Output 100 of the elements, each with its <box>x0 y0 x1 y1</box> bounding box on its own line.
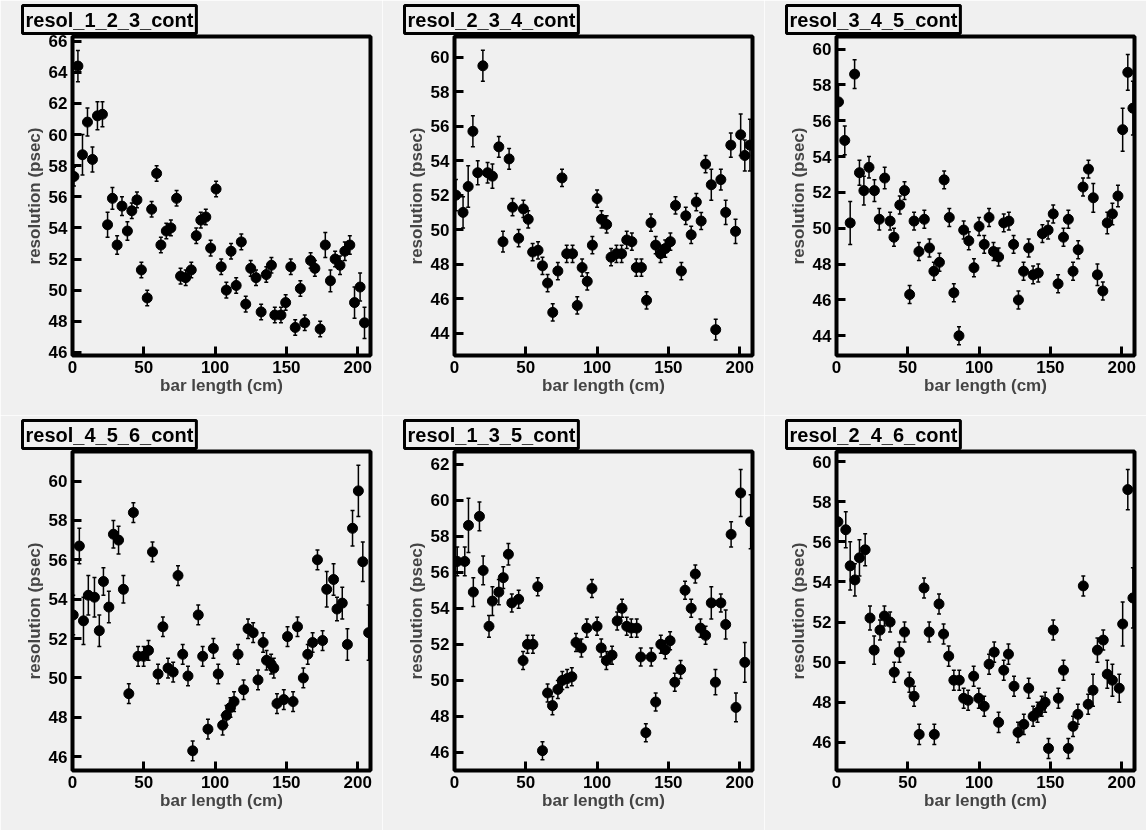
y-tick-label: 60 <box>812 40 832 60</box>
x-tick-label: 150 <box>654 357 683 377</box>
y-tick-label: 58 <box>812 75 832 95</box>
y-tick-label: 48 <box>812 255 832 275</box>
y-tick-label: 58 <box>430 527 450 547</box>
x-tick-label: 150 <box>654 772 683 792</box>
y-tick-label: 50 <box>48 281 68 301</box>
y-tick-label: 46 <box>430 743 450 763</box>
y-axis-title: resolution (psec) <box>788 127 808 265</box>
y-tick-label: 60 <box>430 48 450 68</box>
y-tick-label: 46 <box>48 343 68 363</box>
y-tick-label: 50 <box>48 668 68 688</box>
y-tick-label: 48 <box>430 707 450 727</box>
x-tick-label: 100 <box>582 357 612 377</box>
y-tick-label: 52 <box>812 183 832 203</box>
y-tick-label: 54 <box>812 572 833 592</box>
y-tick-label: 56 <box>48 550 68 570</box>
y-tick-label: 46 <box>430 289 450 309</box>
x-tick-label: 0 <box>831 357 842 377</box>
y-tick-label: 60 <box>812 452 832 472</box>
x-tick-label: 150 <box>1036 357 1065 377</box>
x-tick-label: 50 <box>898 357 918 377</box>
chart-title: resol_2_3_4_cont <box>407 8 576 31</box>
y-tick-label: 46 <box>812 733 832 753</box>
y-tick-label: 60 <box>430 491 450 511</box>
y-tick-label: 48 <box>812 693 832 713</box>
y-tick-label: 46 <box>48 747 68 767</box>
y-tick-label: 48 <box>48 708 68 728</box>
x-axis-title: bar length (cm) <box>924 375 1047 395</box>
y-tick-label: 54 <box>430 599 451 619</box>
y-tick-label: 60 <box>48 125 68 145</box>
y-tick-label: 48 <box>48 312 68 332</box>
y-tick-label: 44 <box>430 324 451 344</box>
x-tick-label: 200 <box>725 357 754 377</box>
y-tick-label: 46 <box>812 290 832 310</box>
x-tick-label: 200 <box>725 772 754 792</box>
x-axis-title: bar length (cm) <box>924 790 1047 810</box>
x-tick-label: 50 <box>134 772 154 792</box>
y-tick-label: 66 <box>48 32 68 52</box>
y-tick-label: 50 <box>812 219 832 239</box>
y-tick-label: 50 <box>430 671 450 691</box>
x-tick-label: 200 <box>343 357 372 377</box>
y-tick-label: 56 <box>812 532 832 552</box>
x-tick-label: 200 <box>1107 772 1136 792</box>
x-tick-label: 0 <box>449 357 460 377</box>
x-tick-label: 150 <box>272 772 301 792</box>
x-tick-label: 50 <box>516 772 536 792</box>
y-axis-title: resolution (psec) <box>24 542 44 680</box>
y-tick-label: 56 <box>430 563 450 583</box>
y-axis-title: resolution (psec) <box>406 542 426 680</box>
y-tick-label: 58 <box>48 156 68 176</box>
y-tick-label: 64 <box>48 63 69 83</box>
y-tick-label: 50 <box>430 220 450 240</box>
x-tick-label: 0 <box>67 772 78 792</box>
y-tick-label: 48 <box>430 255 450 275</box>
y-tick-label: 50 <box>812 653 832 673</box>
x-axis-title: bar length (cm) <box>542 375 665 395</box>
x-tick-label: 100 <box>200 772 230 792</box>
y-tick-label: 62 <box>430 455 450 475</box>
y-tick-label: 54 <box>812 147 833 167</box>
y-tick-label: 54 <box>48 218 69 238</box>
x-axis-title: bar length (cm) <box>160 375 283 395</box>
y-axis-title: resolution (psec) <box>24 127 44 265</box>
y-tick-label: 56 <box>430 117 450 137</box>
y-tick-label: 52 <box>812 613 832 633</box>
y-tick-label: 52 <box>48 250 68 270</box>
x-tick-label: 50 <box>516 357 536 377</box>
y-tick-label: 56 <box>48 187 68 207</box>
y-tick-label: 58 <box>48 511 68 531</box>
y-tick-label: 56 <box>812 111 832 131</box>
y-tick-label: 58 <box>430 82 450 102</box>
chart-title: resol_4_5_6_cont <box>25 423 194 446</box>
y-tick-label: 44 <box>812 326 833 346</box>
y-tick-label: 60 <box>48 472 68 492</box>
y-tick-label: 62 <box>48 94 68 114</box>
y-axis-title: resolution (psec) <box>406 127 426 265</box>
x-tick-label: 100 <box>964 772 994 792</box>
y-tick-label: 52 <box>430 186 450 206</box>
x-tick-label: 50 <box>898 772 918 792</box>
x-tick-label: 0 <box>831 772 842 792</box>
x-tick-label: 200 <box>1107 357 1136 377</box>
x-tick-label: 200 <box>343 772 372 792</box>
x-axis-title: bar length (cm) <box>542 790 665 810</box>
x-axis-title: bar length (cm) <box>160 790 283 810</box>
x-tick-label: 100 <box>964 357 994 377</box>
y-tick-label: 52 <box>48 629 68 649</box>
x-tick-label: 100 <box>582 772 612 792</box>
x-tick-label: 100 <box>200 357 230 377</box>
y-tick-label: 52 <box>430 635 450 655</box>
y-axis-title: resolution (psec) <box>788 542 808 680</box>
x-tick-label: 0 <box>67 357 78 377</box>
x-tick-label: 150 <box>272 357 301 377</box>
chart-title: resol_1_2_3_cont <box>25 8 194 31</box>
chart-title: resol_2_4_6_cont <box>789 423 958 446</box>
x-tick-label: 50 <box>134 357 154 377</box>
y-tick-label: 54 <box>48 590 69 610</box>
x-tick-label: 0 <box>449 772 460 792</box>
chart-title: resol_1_3_5_cont <box>407 423 576 446</box>
chart-title: resol_3_4_5_cont <box>789 8 958 31</box>
y-tick-label: 58 <box>812 492 832 512</box>
